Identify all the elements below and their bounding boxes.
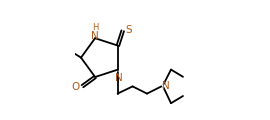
Text: H: H bbox=[92, 23, 98, 32]
Text: N: N bbox=[91, 31, 99, 41]
Text: N: N bbox=[162, 81, 170, 91]
Text: O: O bbox=[72, 82, 80, 92]
Text: N: N bbox=[115, 73, 122, 83]
Text: S: S bbox=[125, 25, 132, 35]
